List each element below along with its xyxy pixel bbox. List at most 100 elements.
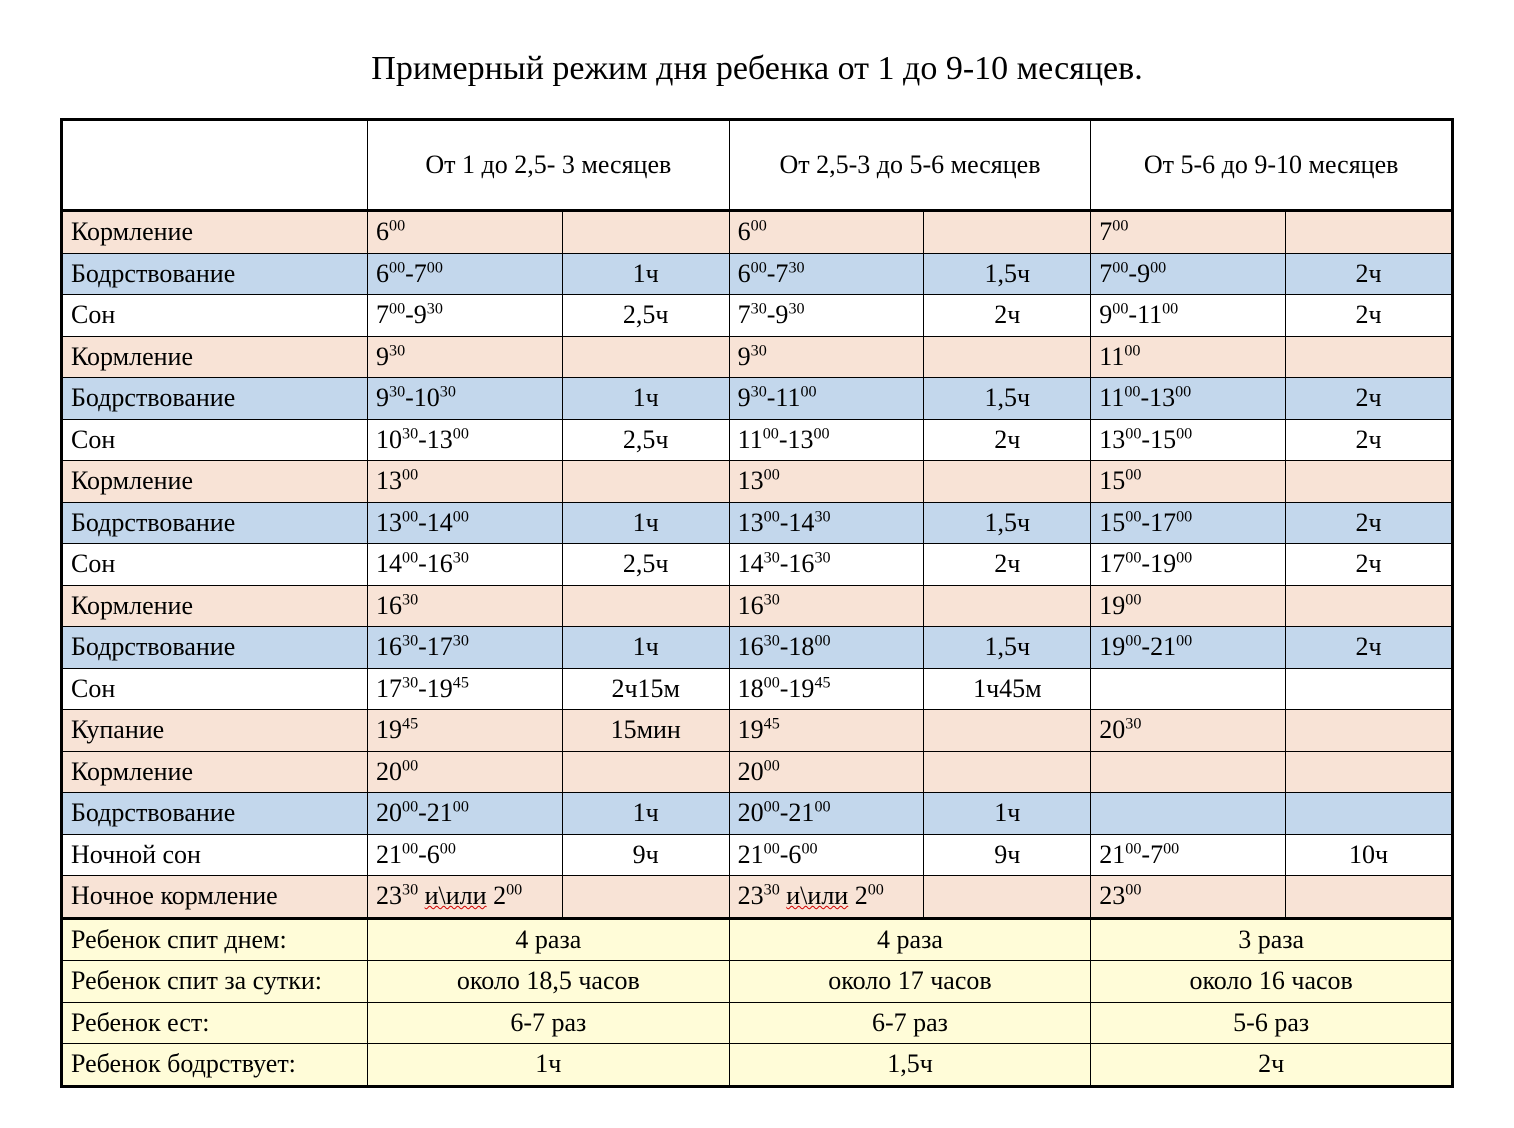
- cell-time: 930: [729, 336, 924, 378]
- cell-duration: [924, 336, 1091, 378]
- row-label: Сон: [62, 668, 368, 710]
- summary-label: Ребенок спит днем:: [62, 918, 368, 961]
- header-age-2: От 2,5-3 до 5-6 месяцев: [729, 120, 1091, 211]
- row-label: Кормление: [62, 461, 368, 503]
- cell-time: 1100-1300: [729, 419, 924, 461]
- row-label: Сон: [62, 544, 368, 586]
- cell-time: 1300: [368, 461, 563, 503]
- summary-value: 4 раза: [368, 918, 730, 961]
- header-age-1: От 1 до 2,5- 3 месяцев: [368, 120, 730, 211]
- cell-time: 2030: [1091, 710, 1286, 752]
- row-label: Кормление: [62, 336, 368, 378]
- cell-time: 2000: [368, 751, 563, 793]
- cell-time: 1945: [368, 710, 563, 752]
- cell-time: 1630: [368, 585, 563, 627]
- cell-duration: 2ч: [1286, 627, 1453, 669]
- row-label: Сон: [62, 295, 368, 337]
- cell-time: 1630-1800: [729, 627, 924, 669]
- cell-duration: 2ч: [924, 295, 1091, 337]
- cell-duration: 1ч: [562, 378, 729, 420]
- cell-duration: 10ч: [1286, 834, 1453, 876]
- row-label: Бодрствование: [62, 627, 368, 669]
- row-label: Бодрствование: [62, 253, 368, 295]
- cell-time: 2100-700: [1091, 834, 1286, 876]
- cell-time: [1091, 793, 1286, 835]
- row-label: Купание: [62, 710, 368, 752]
- cell-time: [1091, 751, 1286, 793]
- cell-duration: [924, 585, 1091, 627]
- cell-duration: 2ч: [1286, 502, 1453, 544]
- summary-value: 6-7 раз: [729, 1002, 1091, 1044]
- cell-duration: [924, 211, 1091, 254]
- cell-duration: 2ч15м: [562, 668, 729, 710]
- cell-duration: [1286, 668, 1453, 710]
- summary-label: Ребенок спит за сутки:: [62, 961, 368, 1003]
- cell-duration: [562, 585, 729, 627]
- row-label: Кормление: [62, 585, 368, 627]
- cell-duration: [924, 751, 1091, 793]
- cell-time: 1945: [729, 710, 924, 752]
- cell-duration: 2,5ч: [562, 544, 729, 586]
- cell-time: 700-930: [368, 295, 563, 337]
- row-label: Сон: [62, 419, 368, 461]
- summary-label: Ребенок ест:: [62, 1002, 368, 1044]
- cell-time: 930-1100: [729, 378, 924, 420]
- cell-duration: 1ч: [924, 793, 1091, 835]
- cell-time: 1500-1700: [1091, 502, 1286, 544]
- cell-time: 1500: [1091, 461, 1286, 503]
- schedule-table: От 1 до 2,5- 3 месяцевОт 2,5-3 до 5-6 ме…: [60, 118, 1454, 1088]
- cell-time: 600-730: [729, 253, 924, 295]
- cell-time: 1100: [1091, 336, 1286, 378]
- cell-duration: [562, 751, 729, 793]
- row-label: Бодрствование: [62, 502, 368, 544]
- cell-time: 2100-600: [729, 834, 924, 876]
- cell-time: 1430-1630: [729, 544, 924, 586]
- summary-value: около 17 часов: [729, 961, 1091, 1003]
- row-label: Бодрствование: [62, 793, 368, 835]
- cell-duration: 9ч: [924, 834, 1091, 876]
- cell-duration: [1286, 336, 1453, 378]
- cell-time: 700-900: [1091, 253, 1286, 295]
- cell-duration: [924, 876, 1091, 919]
- header-empty: [62, 120, 368, 211]
- cell-time: 1630-1730: [368, 627, 563, 669]
- cell-duration: 2ч: [924, 419, 1091, 461]
- summary-value: 6-7 раз: [368, 1002, 730, 1044]
- cell-time: 1300: [729, 461, 924, 503]
- cell-time: 2000-2100: [729, 793, 924, 835]
- cell-time: 1700-1900: [1091, 544, 1286, 586]
- cell-time: 2000: [729, 751, 924, 793]
- cell-duration: 1,5ч: [924, 253, 1091, 295]
- cell-duration: 2,5ч: [562, 419, 729, 461]
- cell-time: 600: [729, 211, 924, 254]
- cell-time: 930: [368, 336, 563, 378]
- row-label: Ночное кормление: [62, 876, 368, 919]
- row-label: Кормление: [62, 751, 368, 793]
- summary-value: около 18,5 часов: [368, 961, 730, 1003]
- cell-duration: 1ч: [562, 502, 729, 544]
- cell-time: 1900-2100: [1091, 627, 1286, 669]
- cell-time: 1730-1945: [368, 668, 563, 710]
- cell-duration: 15мин: [562, 710, 729, 752]
- cell-time: 2000-2100: [368, 793, 563, 835]
- cell-duration: 2ч: [924, 544, 1091, 586]
- row-label: Кормление: [62, 211, 368, 254]
- cell-time: 1300-1430: [729, 502, 924, 544]
- cell-time: 1900: [1091, 585, 1286, 627]
- cell-duration: [1286, 585, 1453, 627]
- page-title: Примерный режим дня ребенка от 1 до 9-10…: [60, 50, 1454, 88]
- row-label: Бодрствование: [62, 378, 368, 420]
- cell-time: 2300: [1091, 876, 1286, 919]
- cell-time: 600-700: [368, 253, 563, 295]
- cell-duration: 2ч: [1286, 378, 1453, 420]
- cell-duration: 1,5ч: [924, 627, 1091, 669]
- cell-duration: 2ч: [1286, 295, 1453, 337]
- cell-duration: [562, 336, 729, 378]
- cell-time: 900-1100: [1091, 295, 1286, 337]
- cell-duration: [1286, 751, 1453, 793]
- cell-duration: [1286, 876, 1453, 919]
- cell-time: 2330 и\или 200: [729, 876, 924, 919]
- cell-duration: [924, 710, 1091, 752]
- cell-time: 700: [1091, 211, 1286, 254]
- summary-value: 3 раза: [1091, 918, 1453, 961]
